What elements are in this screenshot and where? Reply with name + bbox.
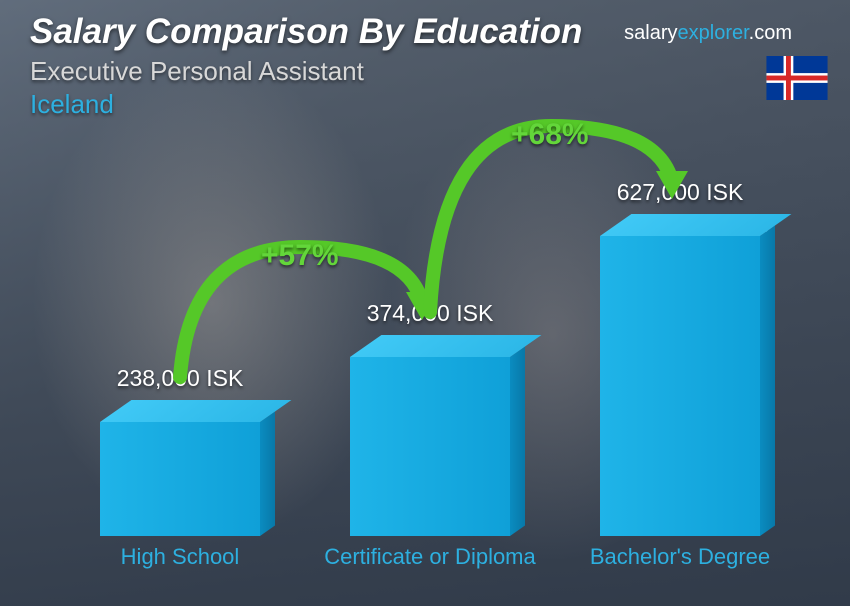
increase-arrow [60, 140, 820, 536]
bar-category-label: High School [70, 544, 290, 569]
increase-percent-label: +68% [511, 118, 589, 152]
job-subtitle: Executive Personal Assistant [30, 56, 820, 87]
bar-chart: 238,000 ISKHigh School374,000 ISKCertifi… [60, 140, 790, 536]
branding-suffix: .com [749, 22, 792, 44]
branding-text: salaryexplorer.com [624, 22, 792, 45]
country-label: Iceland [30, 89, 820, 120]
bar-category-label: Bachelor's Degree [570, 544, 790, 569]
flag-icon [766, 56, 828, 100]
branding-prefix: salary [624, 22, 677, 44]
infographic-container: Salary Comparison By Education Executive… [0, 0, 850, 606]
bar-category-label: Certificate or Diploma [320, 544, 540, 569]
branding-accent: explorer [678, 22, 749, 44]
